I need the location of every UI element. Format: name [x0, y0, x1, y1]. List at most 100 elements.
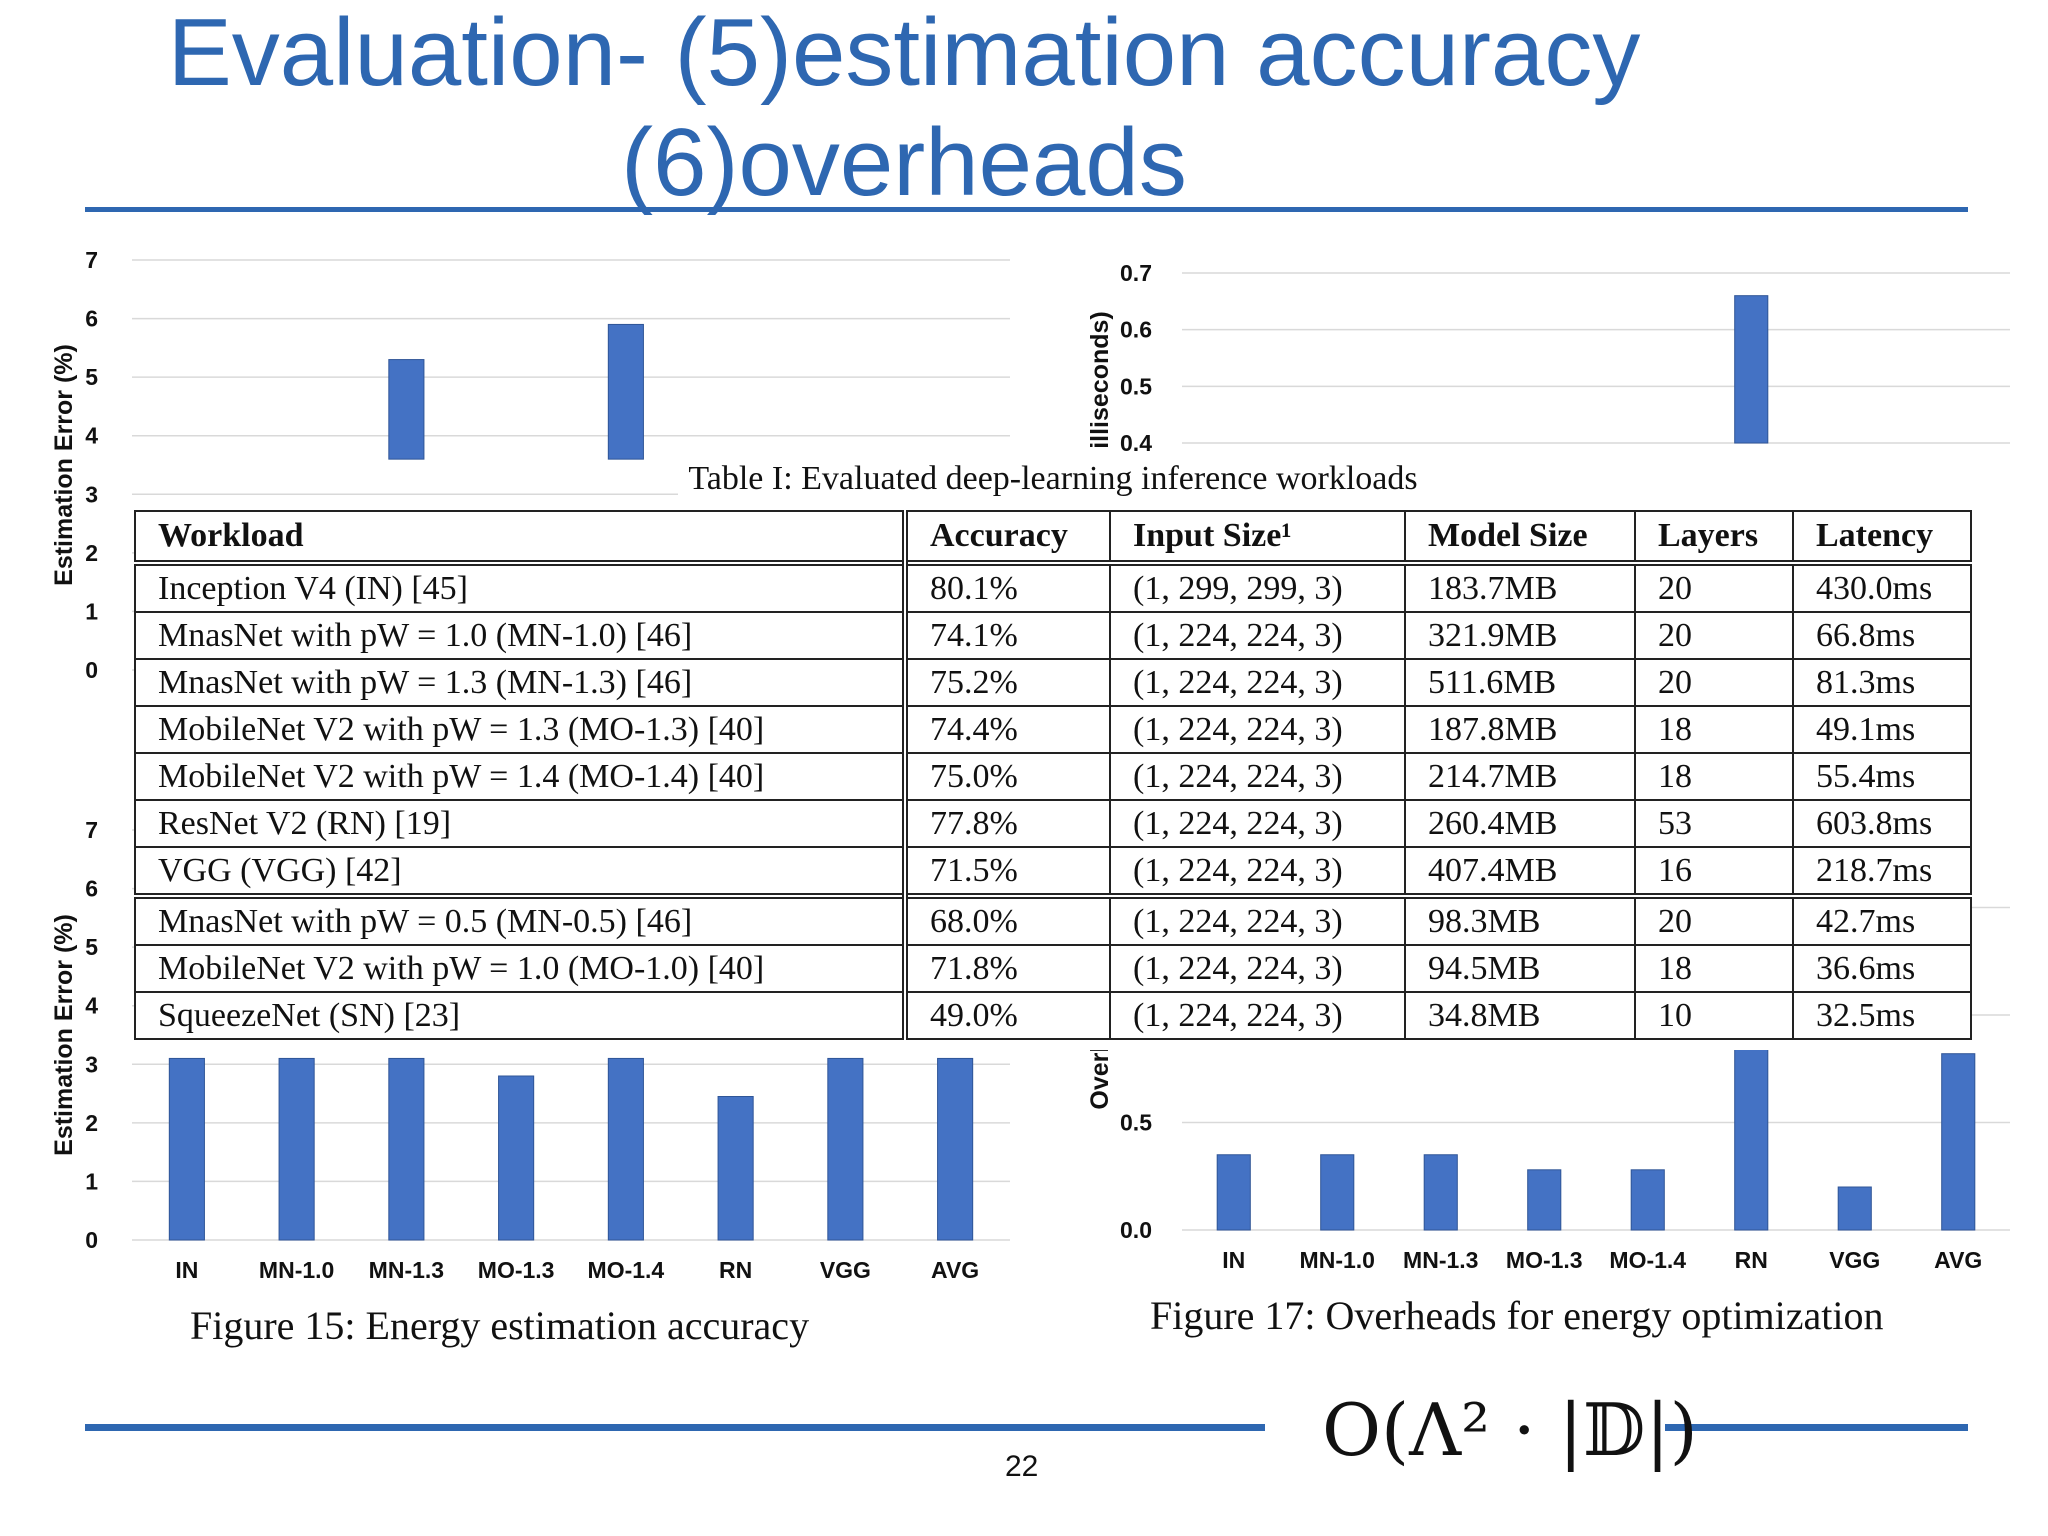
cell-layers: 18	[1634, 752, 1794, 801]
figure-17-caption: Figure 17: Overheads for energy optimiza…	[1150, 1293, 1884, 1338]
x-tick-label: VGG	[820, 1257, 871, 1283]
table-row: MnasNet with pW = 1.3 (MN-1.3) [46] 75.2%…	[134, 658, 1972, 707]
y-tick-label: 0.5	[1120, 1110, 1152, 1136]
cell-latency: 81.3ms	[1792, 658, 1972, 707]
cell-input-size: (1, 224, 224, 3)	[1109, 991, 1406, 1040]
header-workload: Workload	[134, 510, 908, 564]
footer-divider-right	[1665, 1424, 1968, 1431]
cell-accuracy: 71.8%	[904, 944, 1111, 993]
table-header-row: Workload Accuracy Input Size¹ Model Size…	[134, 510, 1972, 564]
cell-model-size: 187.8MB	[1404, 705, 1636, 754]
cell-input-size: (1, 224, 224, 3)	[1109, 799, 1406, 848]
cell-input-size: (1, 224, 224, 3)	[1109, 944, 1406, 993]
cell-model-size: 511.6MB	[1404, 658, 1636, 707]
cell-input-size: (1, 224, 224, 3)	[1109, 752, 1406, 801]
cell-model-size: 183.7MB	[1404, 560, 1636, 613]
x-tick-label: RN	[719, 1257, 752, 1283]
bar-rn	[717, 1096, 754, 1241]
cell-model-size: 94.5MB	[1404, 944, 1636, 993]
cell-workload: MnasNet with pW = 1.3 (MN-1.3) [46]	[134, 658, 908, 707]
cell-layers: 16	[1634, 846, 1794, 897]
cell-layers: 18	[1634, 705, 1794, 754]
complexity-formula: O(Λ² · |𝔻|)	[1322, 1388, 1698, 1472]
cell-accuracy: 75.0%	[904, 752, 1111, 801]
cell-latency: 55.4ms	[1792, 752, 1972, 801]
cell-workload: MobileNet V2 with pW = 1.3 (MO-1.3) [40]	[134, 705, 908, 754]
cell-latency: 218.7ms	[1792, 846, 1972, 897]
bar-mo-1.3	[498, 1075, 535, 1241]
y-tick-label: 0.6	[1120, 317, 1152, 343]
x-tick-label: MO-1.4	[588, 1257, 665, 1283]
bar-avg	[1941, 1053, 1976, 1231]
header-layers: Layers	[1634, 510, 1794, 564]
table-row: ResNet V2 (RN) [19] 77.8% (1, 224, 224, 3)…	[134, 799, 1972, 848]
x-tick-label: IN	[175, 1257, 198, 1283]
cell-model-size: 98.3MB	[1404, 893, 1636, 946]
cell-accuracy: 77.8%	[904, 799, 1111, 848]
y-tick-label: 7	[85, 817, 98, 843]
x-tick-label: MO-1.4	[1609, 1247, 1686, 1273]
bar-mo-1.3	[1527, 1169, 1562, 1231]
header-latency: Latency	[1792, 510, 1972, 564]
cell-layers: 18	[1634, 944, 1794, 993]
cell-latency: 49.1ms	[1792, 705, 1972, 754]
bar-avg	[937, 1057, 974, 1241]
cell-layers: 20	[1634, 893, 1794, 946]
cell-layers: 10	[1634, 991, 1794, 1040]
table-row: VGG (VGG) [42] 71.5% (1, 224, 224, 3) 407.4…	[134, 846, 1972, 897]
y-tick-label: 6	[85, 306, 98, 332]
bar-in	[168, 1057, 205, 1241]
x-tick-label: MO-1.3	[1506, 1247, 1583, 1273]
y-tick-label: 5	[85, 934, 98, 960]
slide-title-line-1: Evaluation- (5)estimation accuracy	[167, 0, 1641, 106]
cell-model-size: 214.7MB	[1404, 752, 1636, 801]
y-tick-label: 7	[85, 247, 98, 273]
y-tick-label: 0	[85, 657, 98, 683]
y-axis-label: illiseconds)	[1086, 311, 1114, 449]
cell-latency: 36.6ms	[1792, 944, 1972, 993]
cell-workload: VGG (VGG) [42]	[134, 846, 908, 897]
y-tick-label: 4	[85, 423, 98, 449]
y-tick-label: 3	[85, 1051, 98, 1077]
cell-latency: 32.5ms	[1792, 991, 1972, 1040]
cell-accuracy: 80.1%	[904, 560, 1111, 613]
header-input-size: Input Size¹	[1109, 510, 1406, 564]
y-axis-label: Estimation Error (%)	[50, 914, 78, 1156]
bar-vgg	[1837, 1186, 1872, 1231]
cell-workload: MnasNet with pW = 0.5 (MN-0.5) [46]	[134, 893, 908, 946]
bar-in	[1216, 1154, 1251, 1231]
table-row: MnasNet with pW = 0.5 (MN-0.5) [46] 68.0%…	[134, 893, 1972, 946]
bar-mn-1.3	[1423, 1154, 1458, 1231]
cell-workload: MobileNet V2 with pW = 1.4 (MO-1.4) [40]	[134, 752, 908, 801]
y-tick-label: 5	[85, 364, 98, 390]
cell-workload: ResNet V2 (RN) [19]	[134, 799, 908, 848]
cell-input-size: (1, 224, 224, 3)	[1109, 846, 1406, 897]
y-axis-label: Estimation Error (%)	[50, 344, 78, 586]
footer-divider-left	[85, 1424, 1265, 1431]
cell-model-size: 34.8MB	[1404, 991, 1636, 1040]
header-accuracy: Accuracy	[904, 510, 1111, 564]
cell-accuracy: 71.5%	[904, 846, 1111, 897]
workloads-table-panel: Table I: Evaluated deep-learning inferen…	[134, 460, 1972, 1050]
cell-layers: 20	[1634, 611, 1794, 660]
table-row: SqueezeNet (SN) [23] 49.0% (1, 224, 224, 3…	[134, 991, 1972, 1040]
bar-mo-1.4	[607, 1057, 644, 1241]
x-tick-label: IN	[1222, 1247, 1245, 1273]
x-tick-label: VGG	[1829, 1247, 1880, 1273]
y-tick-label: 1	[85, 598, 98, 624]
table-row: Inception V4 (IN) [45] 80.1% (1, 299, 299,…	[134, 560, 1972, 613]
cell-workload: Inception V4 (IN) [45]	[134, 560, 908, 613]
page-number: 22	[1005, 1450, 1039, 1483]
bar-mo-1.4	[1630, 1169, 1665, 1231]
cell-workload: MobileNet V2 with pW = 1.0 (MO-1.0) [40]	[134, 944, 908, 993]
cell-input-size: (1, 224, 224, 3)	[1109, 893, 1406, 946]
cell-latency: 603.8ms	[1792, 799, 1972, 848]
x-tick-label: MN-1.0	[259, 1257, 334, 1283]
y-tick-label: 0.7	[1120, 260, 1152, 286]
header-model-size: Model Size	[1404, 510, 1636, 564]
cell-model-size: 260.4MB	[1404, 799, 1636, 848]
y-tick-label: 0.5	[1120, 373, 1152, 399]
x-tick-label: AVG	[1934, 1247, 1982, 1273]
cell-accuracy: 75.2%	[904, 658, 1111, 707]
slide-title-line-2: (6)overheads	[621, 109, 1187, 216]
